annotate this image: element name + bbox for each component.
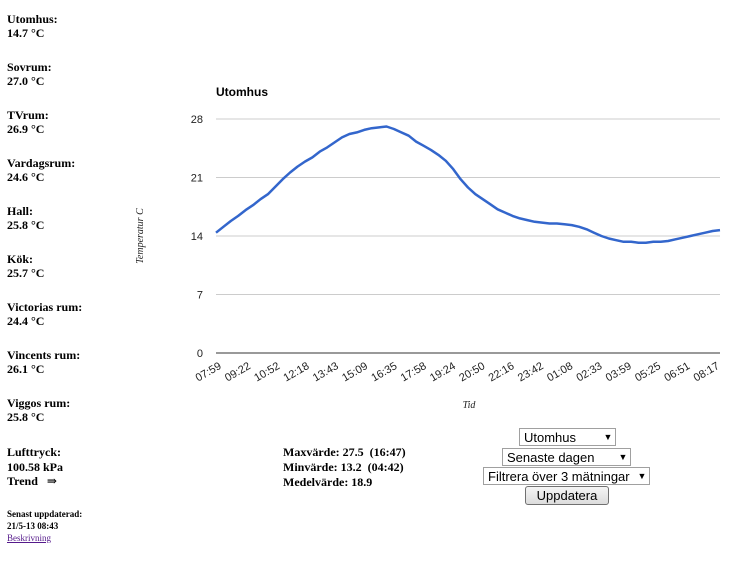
sensor-item: Vardagsrum: 24.6 °C <box>7 156 167 204</box>
mean-value: Medelvärde: 18.9 <box>283 475 373 489</box>
x-tick-label: 10:52 <box>252 360 282 384</box>
sensor-value: 14.7 °C <box>7 26 45 40</box>
statistics-panel: Maxvärde: 27.5 (16:47) Minvärde: 13.2 (0… <box>283 445 406 490</box>
sensor-item: Hall: 25.8 °C <box>7 204 167 252</box>
y-tick-label: 21 <box>191 173 203 185</box>
x-tick-label: 08:17 <box>692 360 722 384</box>
last-updated: Senast uppdaterad: 21/5-13 08:43 Beskriv… <box>7 508 82 544</box>
x-tick-label: 12:18 <box>282 360 312 384</box>
pressure-panel: Lufttryck: 100.58 kPa Trend ⇒ <box>7 445 63 489</box>
period-select-value: Senaste dagen <box>507 449 595 465</box>
chart-gridlines <box>216 118 720 295</box>
chart-title: Utomhus <box>216 85 268 99</box>
updated-label: Senast uppdaterad: <box>7 509 83 519</box>
x-tick-label: 05:25 <box>633 360 663 384</box>
sensor-value: 25.8 °C <box>7 410 45 424</box>
chevron-down-icon: ▼ <box>603 432 613 442</box>
sensor-name: Sovrum: <box>7 60 52 74</box>
sensor-value: 24.6 °C <box>7 170 45 184</box>
sensor-value: 25.8 °C <box>7 218 45 232</box>
filter-select-value: Filtrera över 3 mätningar <box>488 468 630 484</box>
chevron-down-icon: ▼ <box>618 452 628 462</box>
sensor-item: TVrum: 26.9 °C <box>7 108 167 156</box>
x-tick-label: 16:35 <box>369 360 399 384</box>
y-tick-label: 28 <box>191 114 203 126</box>
chevron-down-icon: ▼ <box>637 471 647 481</box>
pressure-label: Lufttryck: <box>7 445 61 459</box>
x-tick-label: 15:09 <box>340 360 370 384</box>
sensor-name: Kök: <box>7 252 34 266</box>
sensor-value: 26.1 °C <box>7 362 45 376</box>
filter-select[interactable]: Filtrera över 3 mätningar ▼ <box>483 467 650 485</box>
description-link[interactable]: Beskrivning <box>7 533 51 543</box>
sensor-item: Vincents rum: 26.1 °C <box>7 348 167 396</box>
sensor-item: Viggos rum: 25.8 °C <box>7 396 167 444</box>
x-tick-label: 13:43 <box>311 360 341 384</box>
y-tick-label: 7 <box>197 290 203 302</box>
series-line <box>215 125 721 244</box>
trend-row: Trend ⇒ <box>7 474 63 489</box>
sensor-name: Hall: <box>7 204 33 218</box>
sensor-name: Vincents rum: <box>7 348 81 362</box>
x-tick-label: 01:08 <box>545 360 575 384</box>
sensor-name: Utomhus: <box>7 12 58 26</box>
sensor-value: 25.7 °C <box>7 266 45 280</box>
y-tick-label: 0 <box>197 348 203 360</box>
x-tick-label: 06:51 <box>662 360 692 384</box>
sensor-value: 26.9 °C <box>7 122 45 136</box>
sensor-select[interactable]: Utomhus ▼ <box>519 428 616 446</box>
sensor-item: Kök: 25.7 °C <box>7 252 167 300</box>
min-value: Minvärde: 13.2 (04:42) <box>283 460 404 474</box>
sensor-name: Viggos rum: <box>7 396 71 410</box>
sensor-name: Vardagsrum: <box>7 156 76 170</box>
y-tick-label: 14 <box>191 231 203 243</box>
x-tick-label: 09:22 <box>223 360 253 384</box>
sensor-list: Utomhus: 14.7 °C Sovrum: 27.0 °C TVrum: 26.9 … <box>7 12 167 444</box>
sensor-item: Utomhus: 14.7 °C <box>7 12 167 60</box>
x-tick-label: 20:50 <box>457 360 487 384</box>
sensor-value: 27.0 °C <box>7 74 45 88</box>
x-axis-label: Tid <box>463 400 477 411</box>
y-axis-label: Temperatur C <box>135 208 146 264</box>
x-tick-label: 02:33 <box>574 360 604 384</box>
x-tick-label: 17:58 <box>399 360 429 384</box>
y-tick-labels: 0 7 14 21 28 <box>191 114 203 360</box>
x-tick-labels: 07:59 09:22 10:52 12:18 13:43 15:09 16:35 17:58… <box>194 360 722 384</box>
x-tick-label: 23:42 <box>516 360 546 384</box>
update-button[interactable]: Uppdatera <box>525 486 609 505</box>
period-select[interactable]: Senaste dagen ▼ <box>502 448 631 466</box>
x-tick-label: 19:24 <box>428 360 458 384</box>
sensor-item: Victorias rum: 24.4 °C <box>7 300 167 348</box>
sensor-item: Sovrum: 27.0 °C <box>7 60 167 108</box>
sensor-select-value: Utomhus <box>524 429 577 445</box>
sensor-value: 24.4 °C <box>7 314 45 328</box>
sensor-name: Victorias rum: <box>7 300 83 314</box>
x-tick-label: 03:59 <box>604 360 634 384</box>
x-tick-label: 07:59 <box>194 360 224 384</box>
max-value: Maxvärde: 27.5 (16:47) <box>283 445 406 459</box>
trend-label: Trend <box>7 474 38 488</box>
pressure-value: 100.58 kPa <box>7 459 64 474</box>
updated-timestamp: 21/5-13 08:43 <box>7 521 59 531</box>
sensor-name: TVrum: <box>7 108 49 122</box>
trend-arrow-icon: ⇒ <box>46 474 57 488</box>
x-tick-label: 22:16 <box>487 360 517 384</box>
